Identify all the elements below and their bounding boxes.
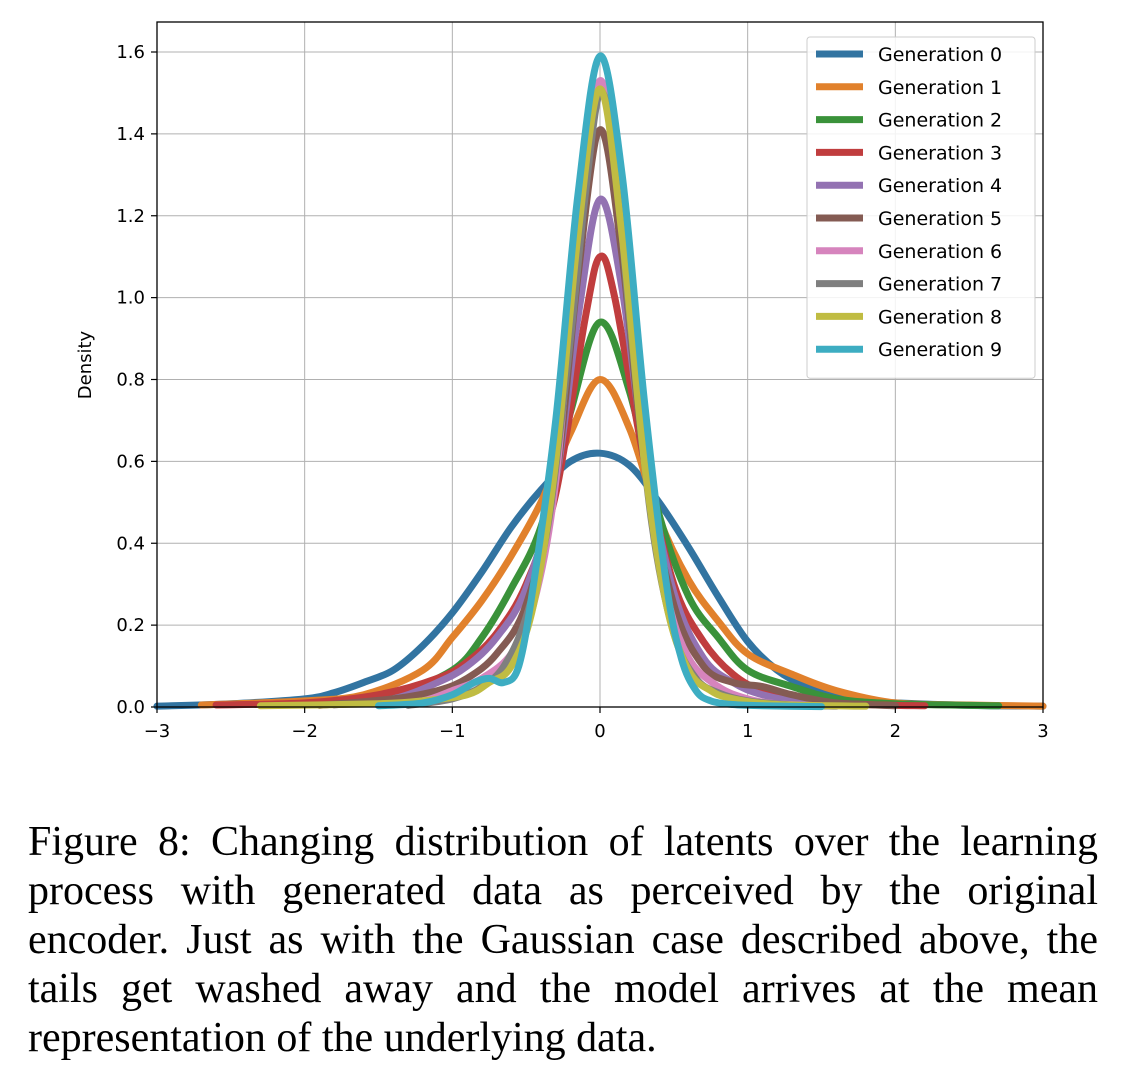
legend: Generation 0 Generation 1 Generation 2 Gene…	[806, 36, 1036, 379]
series-line-generation-6	[375, 77, 825, 710]
legend-label: Generation 5	[878, 208, 1002, 230]
legend-label: Generation 9	[878, 339, 1002, 361]
series-line-generation-5	[315, 126, 899, 710]
series-line-generation-0	[153, 449, 1047, 710]
x-tick-label: 2	[890, 721, 901, 742]
legend-label: Generation 6	[878, 241, 1002, 263]
legend-label: Generation 8	[878, 306, 1002, 328]
x-tick-label: −3	[144, 721, 171, 742]
figure-caption: Figure 8: Changing distribution of laten…	[28, 819, 1098, 1061]
y-tick-label: 1.6	[116, 42, 145, 63]
series-line-generation-1	[197, 376, 1047, 710]
y-tick-label: 0.0	[116, 697, 145, 718]
x-tick-label: −2	[291, 721, 318, 742]
series-line-generation-8	[256, 85, 870, 710]
legend-label: Generation 1	[878, 77, 1002, 99]
legend-box	[806, 36, 1036, 379]
x-tick-label: 1	[742, 721, 753, 742]
axis-ticks: −3 −2 −1 0 1 2 3 0.0 0.2 0.4 0.6 0.8 1.0 1.2 1.4 1.6	[116, 42, 1048, 742]
legend-label: Generation 2	[878, 110, 1002, 132]
legend-label: Generation 4	[878, 175, 1002, 197]
density-chart: −3 −2 −1 0 1 2 3 0.0 0.2 0.4 0.6 0.8 1.0 1.2 1.4 1.6 De…	[75, 21, 1049, 742]
legend-label: Generation 3	[878, 142, 1002, 164]
series-line-generation-9	[375, 52, 825, 711]
y-tick-label: 0.2	[116, 615, 145, 636]
y-tick-label: 0.4	[116, 533, 145, 554]
y-tick-label: 1.4	[116, 124, 145, 145]
y-tick-label: 0.8	[116, 370, 145, 391]
x-tick-label: 3	[1037, 721, 1048, 742]
y-tick-label: 1.2	[116, 206, 145, 227]
y-tick-label: 1.0	[116, 288, 145, 309]
x-tick-label: −1	[439, 721, 466, 742]
legend-label: Generation 7	[878, 274, 1002, 296]
legend-label: Generation 0	[878, 44, 1002, 66]
figure: −3 −2 −1 0 1 2 3 0.0 0.2 0.4 0.6 0.8 1.0 1.2 1.4 1.6 De…	[75, 21, 1049, 742]
y-tick-label: 0.6	[116, 451, 145, 472]
x-tick-label: 0	[594, 721, 605, 742]
series-lines	[153, 52, 1047, 711]
y-axis-label: Density	[75, 330, 96, 399]
